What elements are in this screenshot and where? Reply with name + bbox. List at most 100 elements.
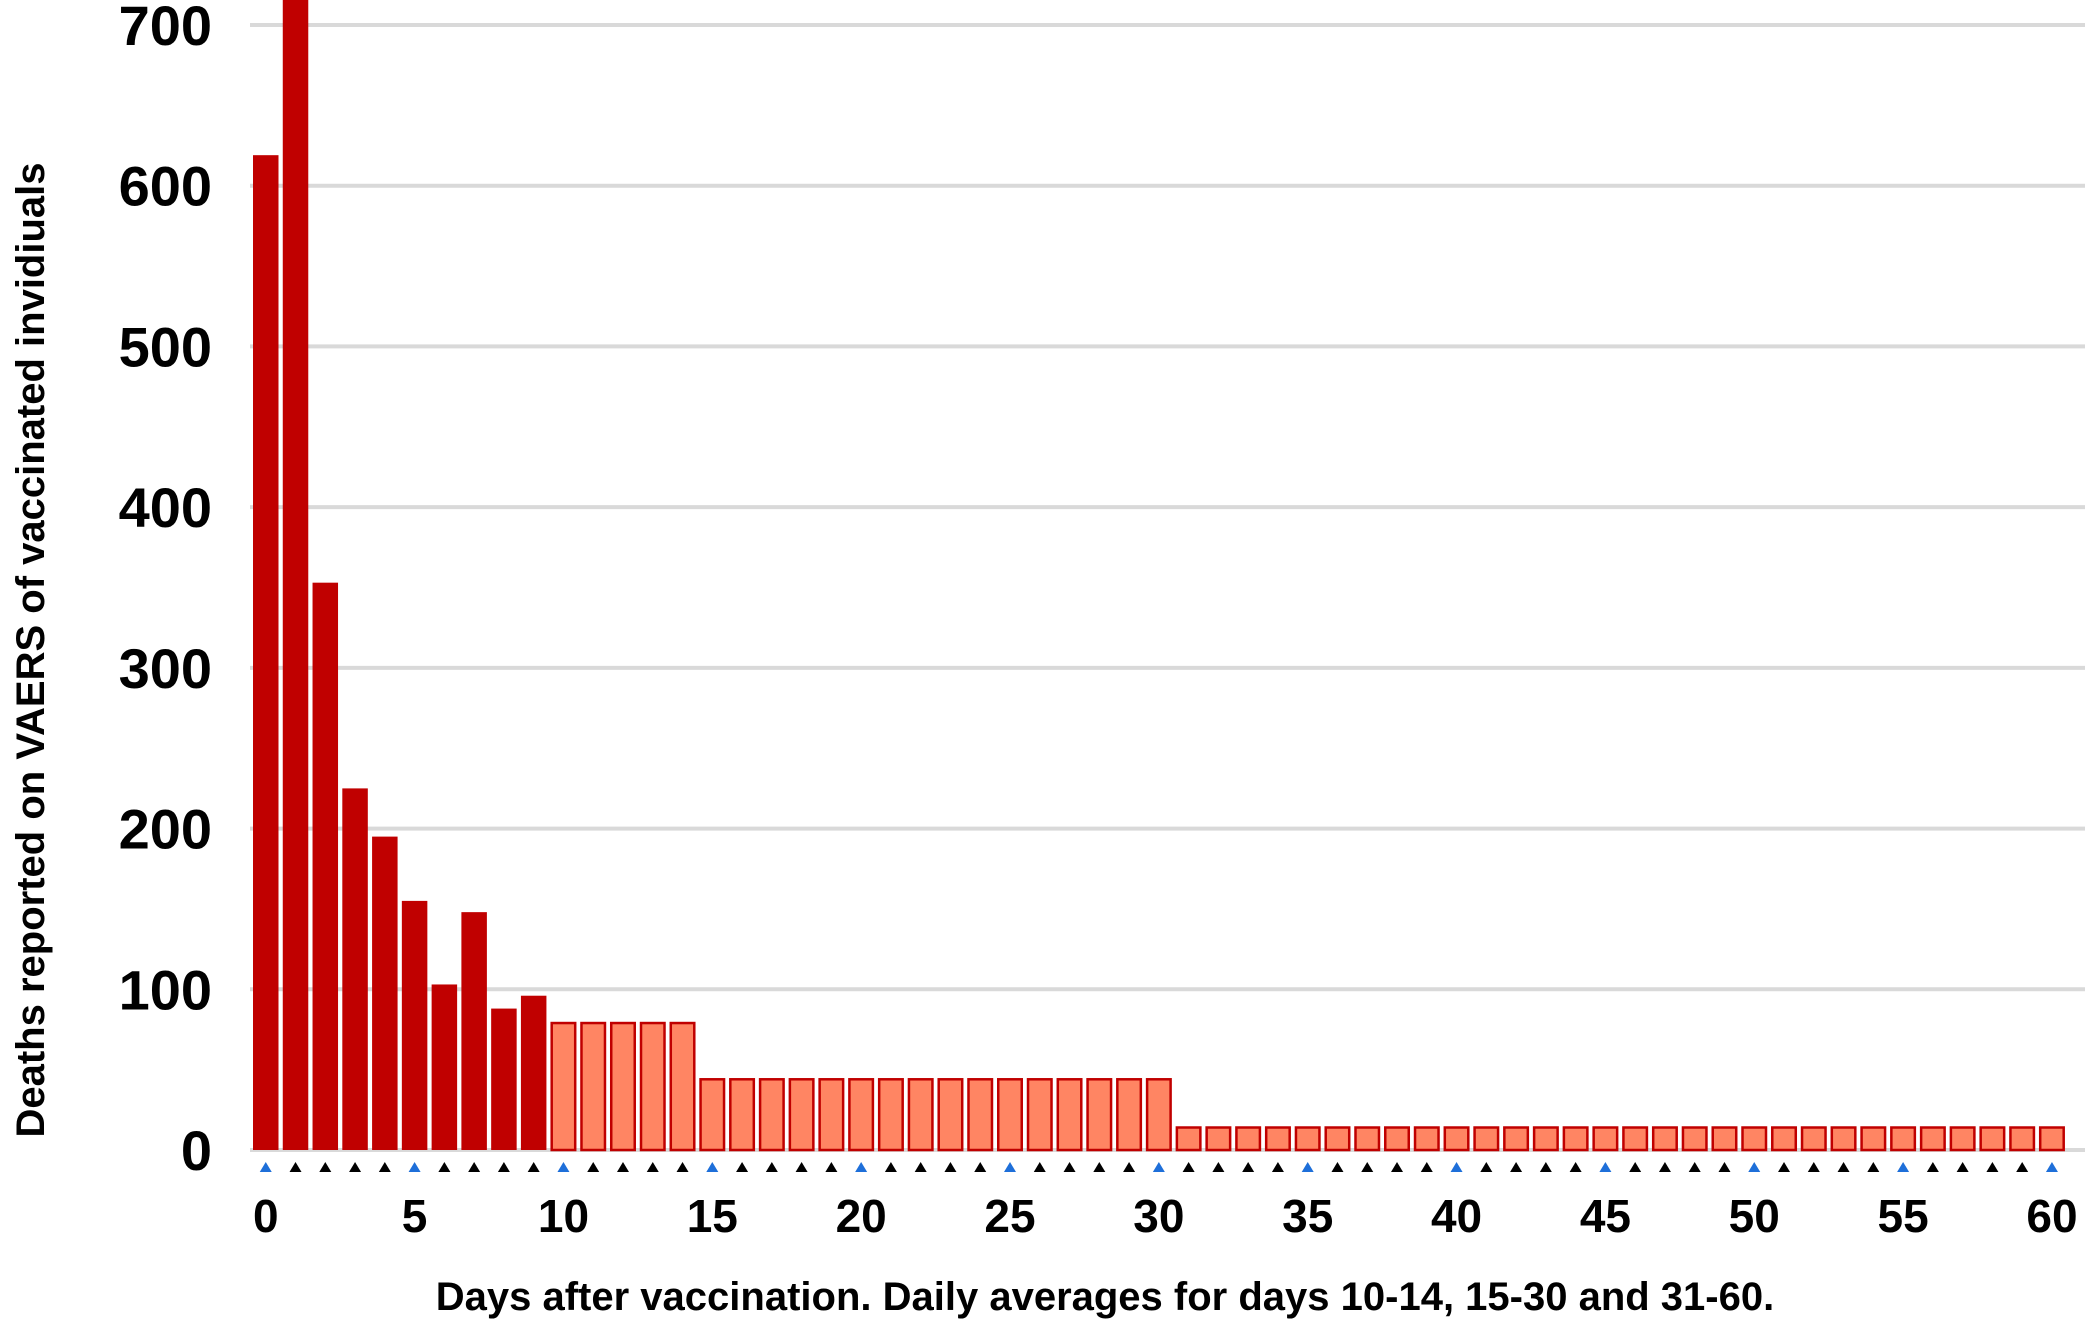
y-tick-label-300: 300 bbox=[119, 637, 212, 700]
tick-marker-45 bbox=[1599, 1162, 1612, 1172]
bar-day-53 bbox=[1830, 1126, 1857, 1152]
bar-day-19 bbox=[818, 1078, 845, 1152]
tick-marker-4 bbox=[378, 1162, 391, 1172]
tick-marker-58 bbox=[1986, 1162, 1999, 1172]
bar-day-42 bbox=[1503, 1126, 1530, 1152]
x-tick-label-45: 45 bbox=[1580, 1190, 1631, 1242]
tick-marker-28 bbox=[1093, 1162, 1106, 1172]
bar-day-18 bbox=[788, 1078, 815, 1152]
bar-day-49 bbox=[1711, 1126, 1738, 1152]
tick-marker-12 bbox=[616, 1162, 629, 1172]
bar-day-9 bbox=[520, 995, 547, 1150]
tick-marker-21 bbox=[884, 1162, 897, 1172]
tick-marker-41 bbox=[1480, 1162, 1493, 1172]
bar-day-24 bbox=[967, 1078, 994, 1152]
tick-marker-53 bbox=[1837, 1162, 1850, 1172]
bar-day-34 bbox=[1264, 1126, 1291, 1152]
bar-day-23 bbox=[937, 1078, 964, 1152]
tick-marker-15 bbox=[706, 1162, 719, 1172]
x-tick-label-10: 10 bbox=[538, 1190, 589, 1242]
bar-day-28 bbox=[1086, 1078, 1113, 1152]
bar-day-21 bbox=[877, 1078, 904, 1152]
tick-marker-56 bbox=[1926, 1162, 1939, 1172]
y-tick-label-0: 0 bbox=[181, 1119, 212, 1182]
bar-day-58 bbox=[1979, 1126, 2006, 1152]
bar-day-16 bbox=[729, 1078, 756, 1152]
bar-day-20 bbox=[848, 1078, 875, 1152]
bar-day-4 bbox=[372, 836, 398, 1150]
tick-marker-51 bbox=[1778, 1162, 1791, 1172]
bar-day-10 bbox=[550, 1021, 577, 1152]
x-tick-labels: 0 5 10 15 20 25 30 35 40 45 50 55 60 bbox=[253, 1190, 2078, 1242]
tick-marker-23 bbox=[944, 1162, 957, 1172]
tick-marker-20 bbox=[855, 1162, 868, 1172]
bar-day-12 bbox=[609, 1021, 636, 1152]
y-tick-labels: 0 100 200 300 400 500 600 700 bbox=[119, 0, 212, 1182]
y-tick-label-200: 200 bbox=[119, 798, 212, 861]
tick-marker-16 bbox=[736, 1162, 749, 1172]
tick-marker-1 bbox=[289, 1162, 302, 1172]
tick-marker-7 bbox=[468, 1162, 481, 1172]
bar-day-55 bbox=[1890, 1126, 1917, 1152]
tick-marker-19 bbox=[825, 1162, 838, 1172]
tick-marker-30 bbox=[1152, 1162, 1165, 1172]
bars bbox=[253, 0, 2065, 1152]
bar-day-43 bbox=[1532, 1126, 1559, 1152]
bar-day-56 bbox=[1919, 1126, 1946, 1152]
bar-day-29 bbox=[1116, 1078, 1143, 1152]
bar-day-7 bbox=[461, 912, 487, 1150]
y-tick-label-700: 700 bbox=[119, 0, 212, 57]
tick-marker-29 bbox=[1123, 1162, 1136, 1172]
tick-marker-26 bbox=[1033, 1162, 1046, 1172]
tick-marker-25 bbox=[1004, 1162, 1016, 1172]
bar-day-6 bbox=[431, 984, 458, 1150]
tick-marker-40 bbox=[1450, 1162, 1463, 1172]
tick-marker-43 bbox=[1539, 1162, 1552, 1172]
bar-day-40 bbox=[1443, 1126, 1470, 1152]
tick-marker-14 bbox=[676, 1162, 689, 1172]
x-tick-markers bbox=[259, 1162, 2058, 1172]
gridlines bbox=[250, 23, 2085, 1152]
tick-marker-17 bbox=[765, 1162, 778, 1172]
bar-day-35 bbox=[1294, 1126, 1321, 1152]
x-tick-label-0: 0 bbox=[253, 1190, 279, 1242]
tick-marker-34 bbox=[1271, 1162, 1284, 1172]
bar-day-26 bbox=[1026, 1078, 1053, 1152]
tick-marker-57 bbox=[1956, 1162, 1969, 1172]
tick-marker-9 bbox=[527, 1162, 540, 1172]
bar-day-51 bbox=[1771, 1126, 1798, 1152]
tick-marker-48 bbox=[1688, 1162, 1701, 1172]
tick-marker-27 bbox=[1063, 1162, 1076, 1172]
x-tick-label-20: 20 bbox=[836, 1190, 887, 1242]
bar-day-52 bbox=[1800, 1126, 1827, 1152]
x-tick-label-25: 25 bbox=[984, 1190, 1035, 1242]
tick-marker-31 bbox=[1182, 1162, 1195, 1172]
bar-day-13 bbox=[639, 1021, 666, 1152]
tick-marker-32 bbox=[1212, 1162, 1225, 1172]
x-tick-label-55: 55 bbox=[1878, 1190, 1929, 1242]
tick-marker-22 bbox=[914, 1162, 927, 1172]
bar-day-1 bbox=[282, 0, 309, 1150]
bar-day-17 bbox=[758, 1078, 785, 1152]
bar-day-11 bbox=[580, 1021, 607, 1152]
bar-day-5 bbox=[401, 900, 428, 1150]
x-tick-label-40: 40 bbox=[1431, 1190, 1482, 1242]
bar-day-48 bbox=[1681, 1126, 1708, 1152]
x-tick-label-5: 5 bbox=[402, 1190, 428, 1242]
bar-day-22 bbox=[907, 1078, 934, 1152]
tick-marker-36 bbox=[1331, 1162, 1344, 1172]
bar-day-46 bbox=[1622, 1126, 1649, 1152]
tick-marker-54 bbox=[1867, 1162, 1880, 1172]
bar-day-39 bbox=[1413, 1126, 1440, 1152]
bar-day-8 bbox=[491, 1008, 517, 1150]
tick-marker-13 bbox=[646, 1162, 659, 1172]
tick-marker-10 bbox=[557, 1162, 570, 1172]
tick-marker-59 bbox=[2016, 1162, 2029, 1172]
tick-marker-37 bbox=[1361, 1162, 1374, 1172]
x-tick-label-60: 60 bbox=[2026, 1190, 2077, 1242]
y-tick-label-100: 100 bbox=[119, 958, 212, 1021]
tick-marker-44 bbox=[1569, 1162, 1582, 1172]
tick-marker-3 bbox=[349, 1162, 362, 1172]
x-tick-label-15: 15 bbox=[687, 1190, 738, 1242]
bar-day-31 bbox=[1175, 1126, 1202, 1152]
